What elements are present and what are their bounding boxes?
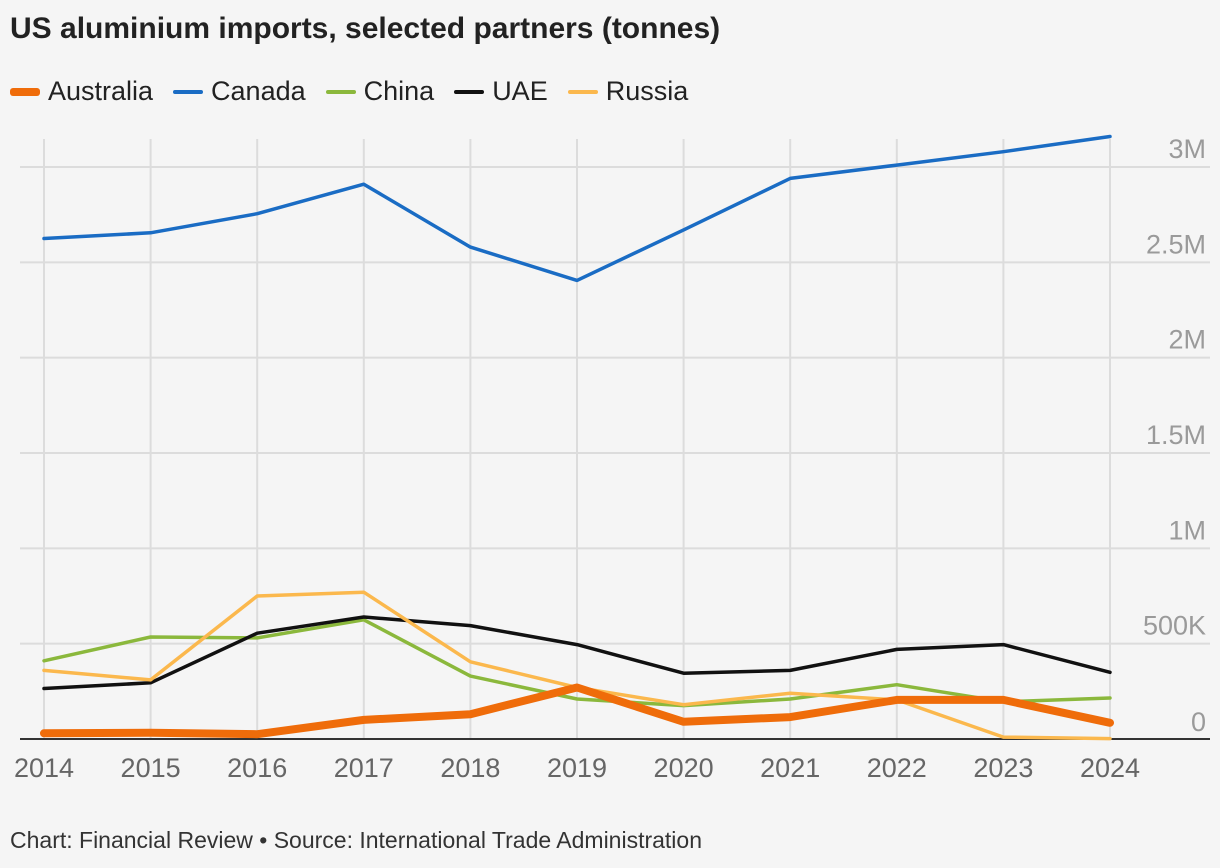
x-tick-label: 2017: [334, 753, 394, 783]
chart-source: Chart: Financial Review • Source: Intern…: [10, 827, 702, 853]
y-tick-label: 500K: [1143, 611, 1206, 641]
y-tick-label: 3M: [1168, 134, 1206, 164]
x-tick-label: 2020: [654, 753, 714, 783]
legend-item-china: China: [325, 76, 435, 107]
series-line-australia: [40, 683, 1114, 739]
legend-label-canada: Canada: [211, 76, 306, 106]
legend-swatch-russia: [567, 89, 598, 94]
legend-swatch-canada: [173, 89, 204, 94]
x-tick-label: 2024: [1080, 753, 1140, 783]
legend-item-australia: Australia: [10, 76, 153, 107]
series-layer: [40, 134, 1114, 741]
x-tick-label: 2018: [440, 753, 500, 783]
x-tick-label: 2021: [760, 753, 820, 783]
chart-legend: Australia Canada China UAE Russia: [10, 76, 708, 107]
legend-swatch-uae: [454, 89, 485, 94]
y-tick-label: 1M: [1168, 515, 1206, 545]
y-tick-label: 2M: [1168, 325, 1206, 355]
x-tick-label: 2015: [121, 753, 181, 783]
axis-layer: 0 500K 1M 1.5M 2M 2.5M 3M 2014 2015 2016 2017 2018 2…: [14, 134, 1210, 783]
series-line-uae: [42, 615, 1112, 691]
y-tick-label: 1.5M: [1146, 420, 1206, 450]
y-tick-label: 2.5M: [1146, 229, 1206, 259]
legend-swatch-china: [325, 89, 356, 94]
legend-item-uae: UAE: [454, 76, 548, 107]
x-tick-label: 2019: [547, 753, 607, 783]
legend-swatch-australia: [10, 87, 40, 96]
series-line-china: [42, 618, 1112, 708]
legend-item-russia: Russia: [567, 76, 689, 107]
legend-label-russia: Russia: [605, 76, 689, 106]
grid-layer: [20, 139, 1210, 739]
x-tick-label: 2016: [227, 753, 287, 783]
legend-label-china: China: [363, 76, 435, 106]
legend-item-canada: Canada: [173, 76, 306, 107]
x-tick-label: 2014: [14, 753, 74, 783]
x-tick-label: 2022: [867, 753, 927, 783]
chart-title: US aluminium imports, selected partners …: [10, 12, 721, 45]
series-line-canada: [42, 134, 1112, 283]
legend-label-australia: Australia: [48, 76, 154, 106]
x-tick-label: 2023: [973, 753, 1033, 783]
legend-label-uae: UAE: [492, 76, 548, 106]
y-tick-label: 0: [1191, 707, 1206, 737]
